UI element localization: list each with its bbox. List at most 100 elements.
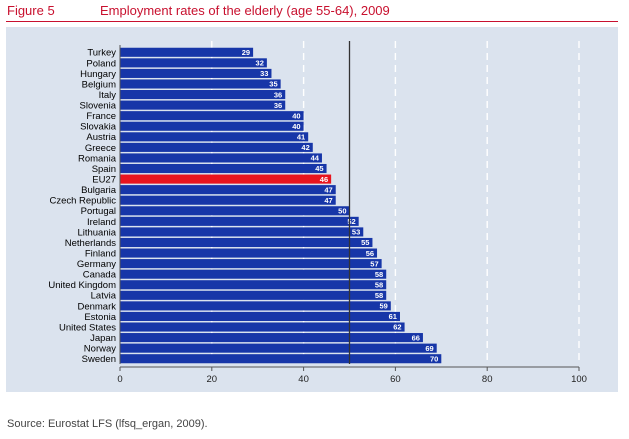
- category-label: Finland: [85, 248, 116, 259]
- value-label: 56: [366, 249, 374, 258]
- value-label: 46: [320, 175, 328, 184]
- bar: [120, 163, 327, 174]
- value-label: 33: [260, 69, 268, 78]
- value-label: 47: [324, 196, 332, 205]
- bar: [120, 354, 442, 364]
- value-label: 47: [324, 185, 332, 194]
- x-tick-label: 80: [482, 374, 493, 385]
- value-label: 61: [389, 312, 397, 321]
- category-label: Greece: [85, 143, 116, 154]
- category-label: Norway: [84, 344, 116, 355]
- category-label: Lithuania: [77, 227, 116, 238]
- value-label: 58: [375, 291, 383, 300]
- category-label: Slovakia: [80, 122, 117, 133]
- x-tick-label: 20: [207, 374, 218, 385]
- bar: [120, 343, 437, 353]
- value-label: 42: [301, 143, 309, 152]
- category-label: Spain: [92, 164, 116, 175]
- value-label: 29: [242, 48, 250, 57]
- value-label: 45: [315, 164, 323, 173]
- bar: [120, 79, 281, 89]
- title-rule: [6, 21, 618, 22]
- value-label: 62: [393, 323, 401, 332]
- bar: [120, 195, 336, 205]
- bar: [120, 311, 400, 321]
- category-label: Ireland: [87, 217, 116, 228]
- bar: [120, 58, 267, 68]
- bar: [120, 153, 322, 163]
- value-label: 59: [379, 302, 387, 311]
- bar: [120, 142, 313, 152]
- value-label: 35: [269, 80, 277, 89]
- value-label: 50: [338, 206, 346, 215]
- bar: [120, 185, 336, 195]
- category-label: United States: [59, 322, 116, 333]
- value-label: 69: [425, 344, 433, 353]
- value-label: 52: [347, 217, 355, 226]
- category-label: Portugal: [81, 206, 116, 217]
- value-label: 36: [274, 90, 282, 99]
- category-label: Denmark: [77, 301, 116, 312]
- category-label: Estonia: [84, 312, 116, 323]
- category-label: Latvia: [91, 291, 117, 302]
- category-label: Romania: [78, 153, 117, 164]
- source-note: Source: Eurostat LFS (lfsq_ergan, 2009).: [7, 418, 208, 430]
- bar: [120, 111, 304, 121]
- x-tick-label: 60: [390, 374, 401, 385]
- bar: [120, 301, 391, 311]
- bar: [120, 68, 272, 78]
- bar: [120, 333, 423, 343]
- bar: [120, 237, 373, 248]
- bar: [120, 100, 286, 110]
- category-label: France: [86, 111, 116, 122]
- category-label: Hungary: [80, 69, 116, 80]
- value-label: 40: [292, 122, 300, 131]
- value-label: 36: [274, 101, 282, 110]
- category-label: Belgium: [82, 79, 116, 90]
- category-label: Czech Republic: [49, 196, 116, 207]
- value-label: 57: [370, 259, 378, 268]
- category-label: EU27: [92, 174, 116, 185]
- category-label: Netherlands: [65, 238, 116, 249]
- value-label: 58: [375, 280, 383, 289]
- bar: [120, 90, 286, 100]
- category-label: Sweden: [82, 354, 116, 365]
- category-label: Italy: [99, 90, 117, 101]
- value-label: 70: [430, 354, 438, 363]
- bar: [120, 259, 382, 269]
- category-label: Austria: [86, 132, 116, 143]
- bar: [120, 269, 387, 279]
- category-label: Turkey: [87, 48, 116, 59]
- value-label: 53: [352, 228, 360, 237]
- category-label: Slovenia: [80, 101, 117, 112]
- bar: [120, 322, 405, 332]
- value-label: 41: [297, 133, 305, 142]
- bar: [120, 216, 359, 226]
- category-label: Germany: [77, 259, 116, 270]
- bar: [120, 121, 304, 131]
- value-label: 32: [256, 59, 264, 68]
- bar: [120, 47, 254, 57]
- value-label: 44: [311, 154, 320, 163]
- bar: [120, 248, 378, 258]
- bar: [120, 132, 309, 142]
- value-label: 58: [375, 270, 383, 279]
- category-label: Canada: [83, 270, 117, 281]
- value-label: 55: [361, 238, 369, 247]
- category-label: Poland: [86, 58, 116, 69]
- figure-title: Employment rates of the elderly (age 55-…: [100, 3, 390, 18]
- value-label: 40: [292, 111, 300, 120]
- bar: [120, 227, 364, 237]
- category-label: United Kingdom: [48, 280, 116, 291]
- category-label: Bulgaria: [81, 185, 117, 196]
- x-tick-label: 0: [117, 374, 122, 385]
- x-tick-label: 100: [571, 374, 587, 385]
- figure-label: Figure 5: [7, 3, 55, 18]
- bar: [120, 290, 387, 300]
- bar: [120, 206, 350, 216]
- category-label: Japan: [90, 333, 116, 344]
- bar: [120, 174, 332, 184]
- x-tick-label: 40: [298, 374, 309, 385]
- bar: [120, 280, 387, 290]
